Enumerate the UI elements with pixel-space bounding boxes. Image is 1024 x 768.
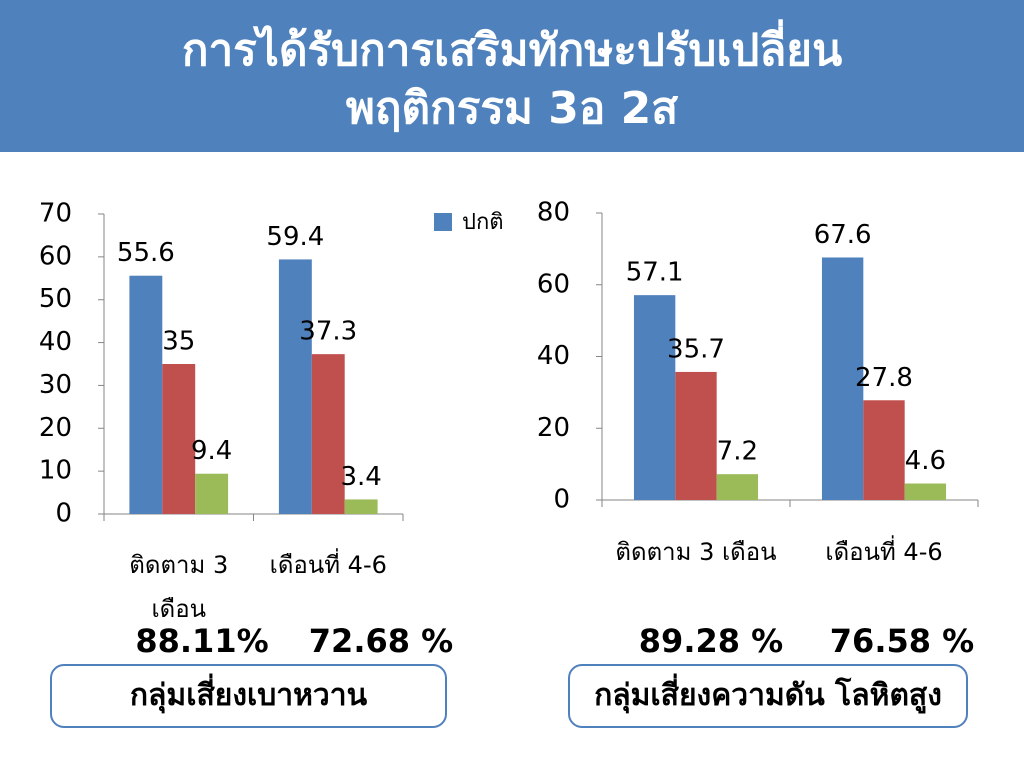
- y-tick-label: 20: [39, 413, 72, 443]
- bar: [716, 474, 759, 500]
- bar: [633, 295, 676, 500]
- legend-swatch: [434, 213, 452, 231]
- bar: [344, 499, 378, 514]
- bar: [904, 483, 947, 500]
- y-tick-label: 60: [39, 241, 72, 271]
- bar: [675, 371, 717, 500]
- data-label: 55.6: [117, 238, 175, 268]
- y-tick-label: 70: [39, 199, 72, 229]
- data-label: 3.4: [340, 462, 381, 492]
- title-line: การได้รับการเสริมทักษะปรับเปลี่ยน: [181, 25, 843, 76]
- data-label: 27.8: [855, 363, 913, 393]
- bar: [129, 275, 163, 514]
- y-tick-label: 0: [55, 499, 72, 529]
- data-label: 35: [162, 327, 195, 357]
- bar: [863, 400, 905, 500]
- y-tick-label: 40: [537, 341, 570, 371]
- y-tick-label: 30: [39, 370, 72, 400]
- y-tick-label: 40: [39, 327, 72, 357]
- y-tick-label: 0: [553, 485, 570, 515]
- y-tick-label: 60: [537, 269, 570, 299]
- y-tick-label: 80: [537, 198, 570, 228]
- annotation: 72.68 %: [308, 622, 454, 660]
- annotation: 88.11%: [135, 622, 269, 660]
- data-label: 4.6: [905, 446, 946, 476]
- x-tick-label: ติดตาม 3 เดือน: [615, 538, 777, 566]
- data-label: 59.4: [266, 222, 324, 252]
- bar: [821, 257, 864, 500]
- annotation: 89.28 %: [638, 622, 784, 660]
- annotation: 76.58 %: [829, 622, 975, 660]
- bar: [162, 364, 196, 514]
- x-tick-label: เดือนที่ 4-6: [269, 551, 387, 579]
- bar: [278, 259, 312, 514]
- title-line: พฤติกรรม 3อ 2ส: [345, 83, 679, 134]
- group-label: กลุ่มเสี่ยงความดัน โลหิตสูง: [568, 664, 968, 728]
- data-label: 37.3: [299, 317, 357, 347]
- data-label: 57.1: [626, 258, 684, 288]
- y-tick-label: 10: [39, 456, 72, 486]
- header: การได้รับการเสริมทักษะปรับเปลี่ยน พฤติกร…: [0, 0, 1024, 152]
- data-label: 7.2: [717, 437, 758, 467]
- legend-label: ปกติ: [462, 210, 504, 235]
- y-tick-label: 50: [39, 284, 72, 314]
- bar: [311, 354, 345, 514]
- x-tick-label: ติดตาม 3 เดือน: [129, 551, 229, 623]
- data-label: 35.7: [667, 334, 725, 364]
- bar: [195, 473, 229, 514]
- y-tick-label: 20: [537, 413, 570, 443]
- group-label: กลุ่มเสี่ยงเบาหวาน: [50, 664, 447, 728]
- data-label: 67.6: [814, 220, 872, 250]
- data-label: 9.4: [191, 436, 232, 466]
- x-tick-label: เดือนที่ 4-6: [825, 538, 943, 566]
